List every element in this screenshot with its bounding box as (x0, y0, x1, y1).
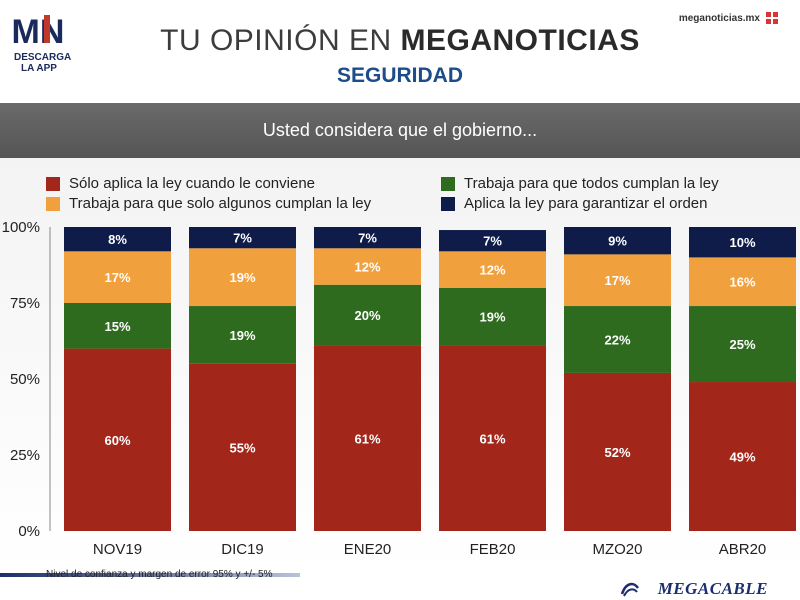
data-label: 25% (729, 337, 755, 352)
data-label: 17% (104, 270, 130, 285)
x-tick-label: DIC19 (221, 541, 264, 558)
meganoticias-logo[interactable]: MN (10, 10, 66, 50)
bar-segment (314, 227, 421, 249)
bar-segment (689, 227, 796, 258)
question-text: Usted considera que el gobierno... (262, 120, 538, 140)
data-label: 19% (229, 328, 255, 343)
bar-segment (564, 254, 671, 307)
data-label: 9% (608, 234, 627, 249)
bar-segment (564, 306, 671, 373)
page-subtitle: SEGURIDAD (336, 64, 463, 87)
footnote: Nivel de confianza y margen de error 95%… (46, 569, 273, 580)
legend-swatch-red (46, 177, 60, 191)
data-label: 22% (604, 332, 630, 347)
logo-caption-line-2: LA APP (21, 63, 57, 74)
data-label: 20% (354, 308, 380, 323)
bar-segment (189, 363, 296, 531)
legend-label-4: Aplica la ley para garantizar el orden (464, 195, 708, 212)
data-label: 61% (354, 431, 380, 446)
x-tick-label: ABR20 (719, 541, 767, 558)
footer-line (0, 573, 300, 577)
data-label: 49% (729, 450, 755, 465)
bar-segment (564, 227, 671, 255)
data-label: 7% (358, 231, 377, 246)
grid-icon (766, 12, 778, 24)
bar-segment (564, 372, 671, 531)
y-tick-label: 25% (10, 447, 40, 464)
data-label: 10% (729, 235, 755, 250)
data-label: 7% (233, 231, 252, 246)
question-band (0, 103, 800, 158)
legend-label-1: Sólo aplica la ley cuando le conviene (69, 175, 315, 192)
bar-segment (64, 303, 171, 349)
bar-segment (189, 248, 296, 307)
bar-segment (439, 251, 546, 288)
data-label: 8% (108, 232, 127, 247)
bar-segment (314, 284, 421, 346)
bar-segment (64, 227, 171, 252)
title-part-2: MEGANOTICIAS (400, 24, 640, 57)
data-label: 60% (104, 433, 130, 448)
bar-segment (689, 306, 796, 383)
x-tick-label: NOV19 (93, 541, 142, 558)
page-title: TU OPINIÓN EN MEGANOTICIAS (0, 24, 800, 58)
legend-label-2: Trabaja para que todos cumplan la ley (464, 175, 719, 192)
data-label: 61% (479, 431, 505, 446)
data-label: 12% (479, 263, 505, 278)
legend-swatch-green (441, 177, 455, 191)
x-tick-label: ENE20 (344, 541, 392, 558)
bar-segment (314, 345, 421, 531)
megacable-logo[interactable]: MEGACABLE (657, 579, 768, 598)
bar-segment (439, 287, 546, 346)
y-tick-label: 50% (10, 371, 40, 388)
bar-segment (189, 306, 296, 364)
logo-caption-line-1: DESCARGA (14, 52, 72, 63)
x-tick-label: MZO20 (592, 541, 642, 558)
megacable-icon (620, 582, 640, 597)
bar-segment (689, 257, 796, 307)
data-label: 17% (604, 273, 630, 288)
bar-segment (689, 382, 796, 531)
data-label: 12% (354, 260, 380, 275)
y-tick-label: 0% (18, 523, 40, 540)
legend-label-3: Trabaja para que solo algunos cumplan la… (69, 195, 372, 212)
data-label: 19% (229, 270, 255, 285)
data-label: 52% (604, 445, 630, 460)
site-url[interactable]: meganoticias.mx (678, 13, 760, 24)
legend-swatch-orange (46, 197, 60, 211)
download-app-caption[interactable]: DESCARGA LA APP (14, 52, 72, 74)
bar-segment (64, 348, 171, 531)
logo-text: MN (12, 13, 65, 50)
data-label: 55% (229, 440, 255, 455)
legend-swatch-navy (441, 197, 455, 211)
bar-segment (439, 230, 546, 252)
x-tick-label: FEB20 (470, 541, 516, 558)
data-label: 7% (483, 234, 502, 249)
y-tick-label: 100% (2, 219, 40, 236)
bar-segment (314, 248, 421, 285)
bar-segment (189, 227, 296, 249)
y-tick-label: 75% (10, 295, 40, 312)
bar-segment (64, 251, 171, 303)
data-label: 19% (479, 310, 505, 325)
data-label: 15% (104, 319, 130, 334)
data-label: 16% (729, 275, 755, 290)
bar-segment (439, 345, 546, 531)
title-part-1: TU OPINIÓN EN (160, 24, 392, 57)
